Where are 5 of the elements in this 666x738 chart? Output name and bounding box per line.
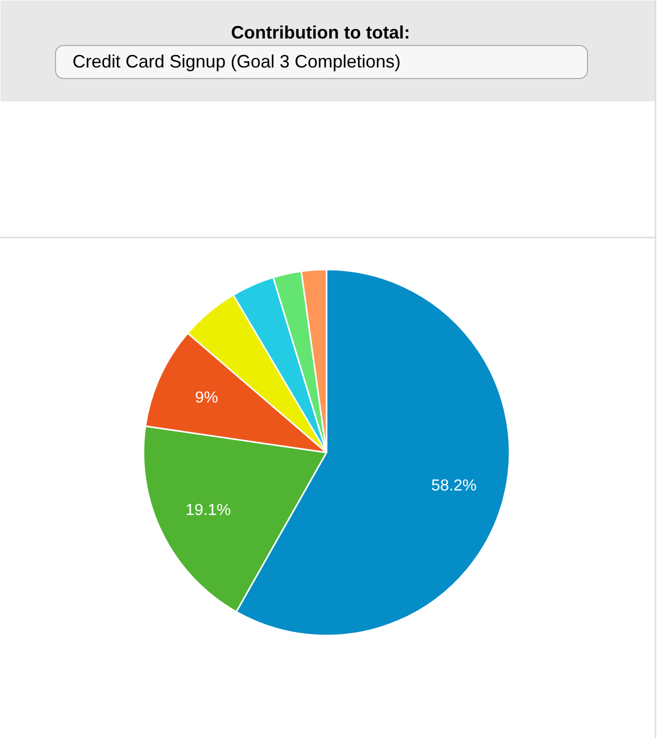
- chart-title: Contribution to total:: [231, 22, 410, 42]
- data-label: 9%: [195, 389, 218, 406]
- data-label: 19.1%: [185, 502, 231, 519]
- chart-subtitle: Credit Card Signup (Goal 3 Completions): [72, 52, 401, 72]
- data-label: 58.2%: [431, 478, 477, 495]
